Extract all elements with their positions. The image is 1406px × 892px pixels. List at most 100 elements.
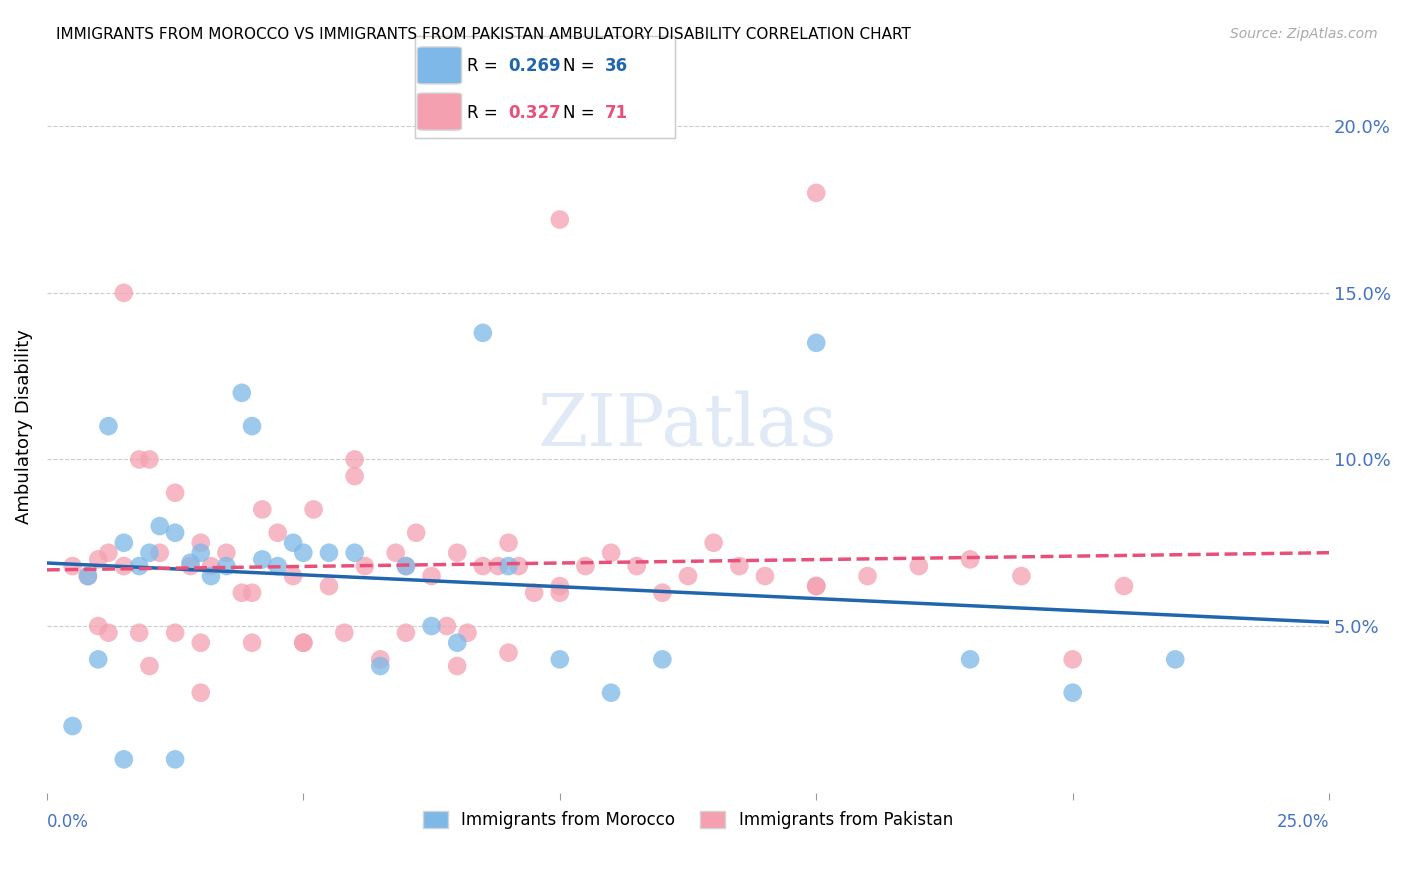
Point (165, 625, 187, 640)
Point (138, 452, 160, 467)
Point (240, 419, 263, 434)
Point (62, 559, 84, 574)
Point (252, 502, 274, 516)
Point (384, 546, 406, 560)
Point (728, 559, 751, 574)
Point (112, 285, 135, 300)
Point (1010, 569, 1032, 583)
Point (292, 636, 315, 650)
Point (97, 546, 120, 560)
Point (806, 335, 828, 350)
Point (97, 625, 120, 640)
Point (395, 625, 418, 640)
Point (252, 552, 274, 566)
Point (292, 546, 315, 560)
Point (138, 659, 160, 673)
Text: ZIPatlas: ZIPatlas (538, 391, 838, 461)
Point (302, 502, 325, 516)
Point (343, 452, 366, 467)
Point (231, 585, 253, 599)
Point (420, 569, 443, 583)
Point (231, 385, 253, 400)
Point (215, 546, 238, 560)
Legend: Immigrants from Morocco, Immigrants from Pakistan: Immigrants from Morocco, Immigrants from… (416, 804, 960, 836)
Point (368, 652, 391, 666)
Point (200, 569, 222, 583)
Point (446, 546, 468, 560)
Point (333, 625, 356, 640)
Point (456, 625, 478, 640)
Point (149, 519, 172, 533)
Text: R =: R = (467, 57, 498, 76)
Point (240, 636, 263, 650)
Point (1062, 652, 1084, 666)
Point (190, 546, 212, 560)
Point (806, 579, 828, 593)
Point (676, 569, 699, 583)
Point (87, 552, 110, 566)
Point (200, 559, 222, 574)
Point (703, 535, 725, 549)
Point (215, 559, 238, 574)
Point (959, 652, 981, 666)
Point (548, 652, 571, 666)
Point (959, 552, 981, 566)
Point (281, 535, 304, 549)
Point (281, 569, 304, 583)
FancyBboxPatch shape (418, 93, 461, 130)
Point (179, 559, 201, 574)
Point (112, 535, 135, 549)
Point (179, 556, 201, 570)
Point (471, 559, 494, 574)
Point (190, 535, 212, 549)
Text: N =: N = (562, 103, 595, 121)
Point (138, 546, 160, 560)
Point (267, 525, 290, 540)
Point (446, 636, 468, 650)
Point (190, 636, 212, 650)
Point (165, 752, 187, 766)
Point (508, 559, 530, 574)
Point (318, 546, 340, 560)
Point (128, 625, 150, 640)
Point (128, 559, 150, 574)
Text: 0.269: 0.269 (509, 57, 561, 76)
Text: Source: ZipAtlas.com: Source: ZipAtlas.com (1230, 27, 1378, 41)
Point (651, 652, 673, 666)
Point (112, 559, 135, 574)
Point (806, 186, 828, 200)
Point (498, 646, 520, 660)
Point (128, 452, 150, 467)
Point (240, 585, 263, 599)
Point (343, 469, 366, 483)
Point (165, 485, 187, 500)
Point (907, 559, 929, 574)
Point (574, 559, 596, 574)
Text: 36: 36 (605, 57, 627, 76)
Point (548, 212, 571, 227)
Point (97, 419, 120, 434)
FancyBboxPatch shape (418, 47, 461, 84)
Point (343, 546, 366, 560)
Point (471, 326, 494, 340)
Text: R =: R = (467, 103, 498, 121)
Point (405, 525, 427, 540)
Point (436, 619, 458, 633)
Point (77, 569, 100, 583)
Text: 0.0%: 0.0% (46, 814, 89, 831)
Point (1112, 579, 1135, 593)
Y-axis label: Ambulatory Disability: Ambulatory Disability (15, 328, 32, 524)
Point (267, 559, 290, 574)
Text: 71: 71 (605, 103, 627, 121)
Point (149, 546, 172, 560)
Point (87, 652, 110, 666)
Text: IMMIGRANTS FROM MOROCCO VS IMMIGRANTS FROM PAKISTAN AMBULATORY DISABILITY CORREL: IMMIGRANTS FROM MOROCCO VS IMMIGRANTS FR… (56, 27, 911, 42)
Point (395, 559, 418, 574)
Point (77, 569, 100, 583)
Text: 25.0%: 25.0% (1277, 814, 1329, 831)
Point (600, 686, 623, 700)
Point (548, 585, 571, 599)
Point (548, 579, 571, 593)
Point (420, 619, 443, 633)
Point (651, 585, 673, 599)
